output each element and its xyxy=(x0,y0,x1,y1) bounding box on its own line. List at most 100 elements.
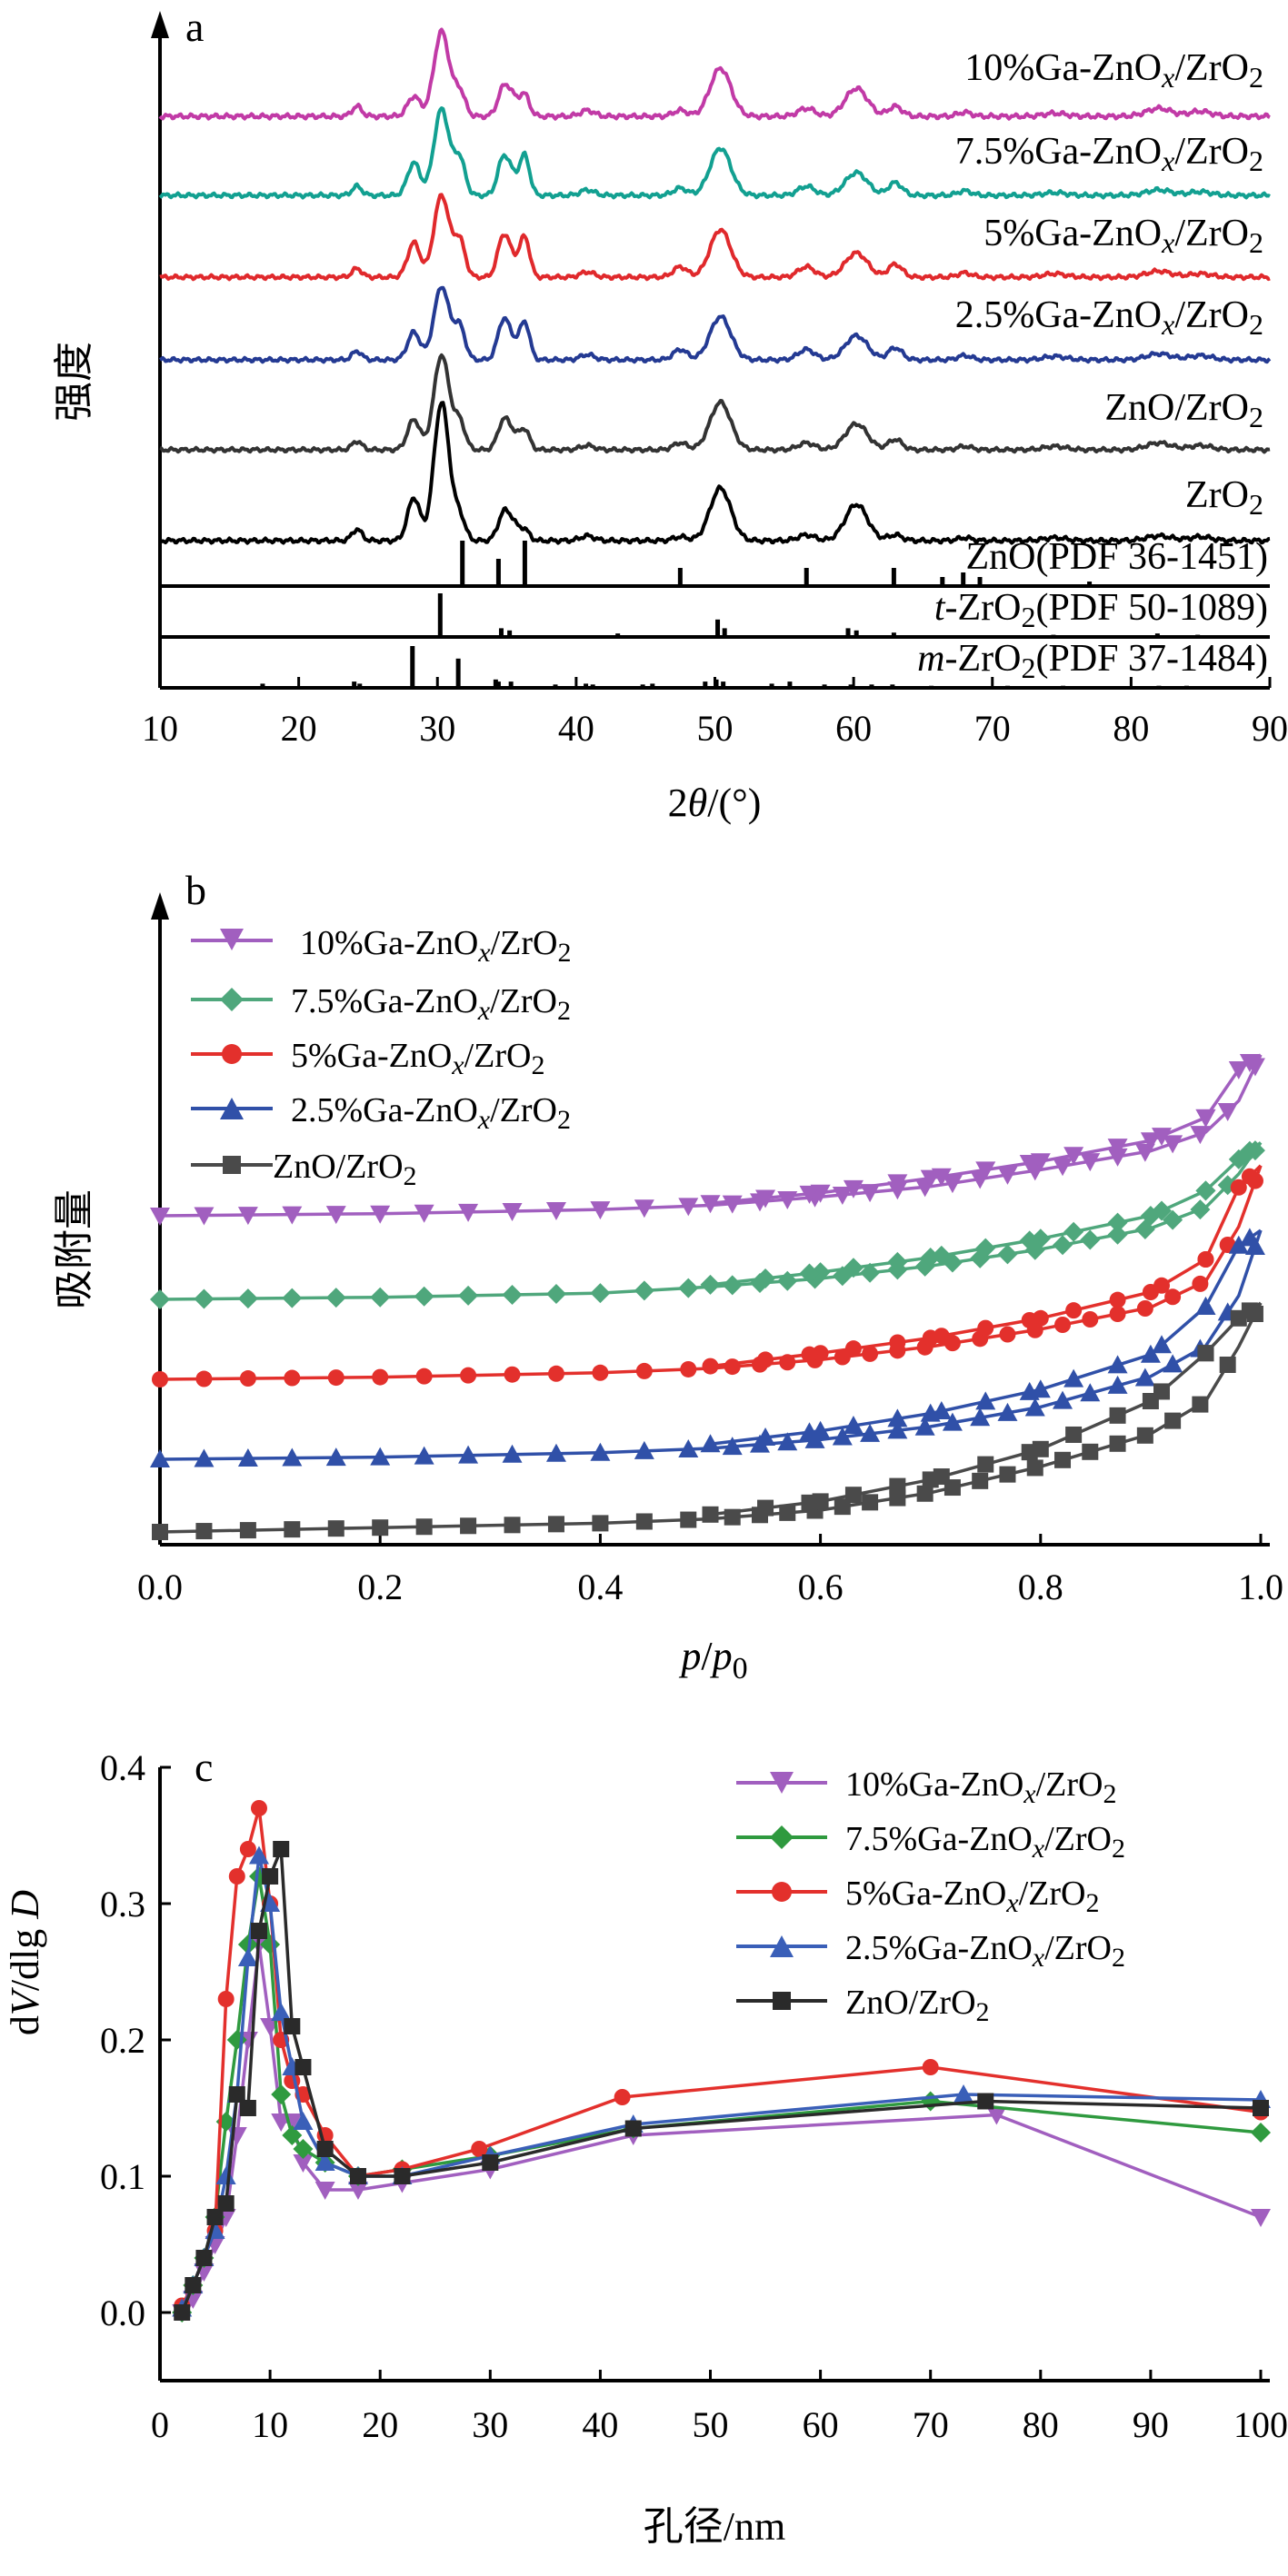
b-marker xyxy=(502,1202,523,1221)
b-marker xyxy=(372,1368,389,1386)
b-marker xyxy=(1021,1311,1038,1328)
b-legend-7p5ga: 7.5%Ga-ZnOx/ZrO2 xyxy=(191,982,571,1026)
b-marker xyxy=(777,1270,798,1291)
panel-b-isotherms: b 吸附量 p/p0 0.0 0.2 0.4 0.6 0.8 1.0 10%Ga-ZnOx… xyxy=(52,867,1283,1686)
b-marker xyxy=(999,1326,1016,1343)
c-xtick-label: 70 xyxy=(913,2404,949,2445)
b-marker xyxy=(834,1348,851,1366)
panel-c-label: c xyxy=(195,1744,213,1790)
c-marker xyxy=(284,2018,301,2034)
c-marker xyxy=(1253,2100,1269,2116)
b-marker xyxy=(195,1370,213,1387)
c-xtick-label: 60 xyxy=(803,2404,839,2445)
b-marker xyxy=(1192,1275,1209,1292)
b-marker xyxy=(977,1456,994,1473)
b-marker xyxy=(1109,1407,1126,1424)
b-marker xyxy=(832,1187,853,1205)
a-series-0 xyxy=(158,27,1271,121)
b-marker xyxy=(700,1195,721,1214)
b-marker xyxy=(680,1511,697,1528)
b-marker xyxy=(545,1202,566,1221)
b-marker xyxy=(975,1161,996,1180)
b-marker xyxy=(1063,1147,1084,1166)
panel-b-y-arrow xyxy=(151,892,169,920)
b-marker xyxy=(1163,1209,1183,1230)
c-marker xyxy=(920,2091,941,2112)
b-marker xyxy=(997,1402,1018,1421)
b-marker xyxy=(1163,1135,1183,1154)
c-marker xyxy=(349,2168,366,2184)
c-xtick-label: 0 xyxy=(151,2404,169,2445)
b-desorption-line xyxy=(710,1228,1262,1446)
b-marker xyxy=(1152,1200,1173,1221)
b-adsorption-line xyxy=(159,1302,1263,1534)
b-marker xyxy=(1136,1427,1153,1444)
c-marker xyxy=(471,2141,488,2157)
panel-b-ylabel: 吸附量 xyxy=(52,1189,96,1309)
b-marker xyxy=(1107,1375,1128,1394)
b-marker xyxy=(1195,1180,1216,1201)
b-series-3 xyxy=(150,1228,1265,1467)
b-marker xyxy=(1228,1061,1249,1079)
b-marker xyxy=(862,1494,879,1511)
b-marker xyxy=(460,1517,477,1535)
b-marker xyxy=(1053,1235,1073,1256)
c-xtick-label: 10 xyxy=(252,2404,288,2445)
c-ytick-label: 0.0 xyxy=(100,2293,145,2333)
c-xtick-label: 50 xyxy=(693,2404,729,2445)
a-label-5ga: 5%Ga-ZnOx/ZrO2 xyxy=(983,213,1263,259)
b-marker xyxy=(370,1287,391,1308)
b-marker xyxy=(779,1354,796,1371)
b-marker xyxy=(975,1391,996,1410)
c-legend-10ga: 10%Ga-ZnOx/ZrO2 xyxy=(736,1765,1116,1809)
b-marker xyxy=(799,1422,820,1441)
b-xtick-label: 1.0 xyxy=(1238,1566,1283,1607)
b-marker xyxy=(887,1174,908,1193)
c-xtick-label: 100 xyxy=(1233,2404,1288,2445)
b-marker xyxy=(325,1206,346,1225)
b-marker xyxy=(150,1449,170,1467)
panel-a-series xyxy=(158,27,1272,545)
b-marker xyxy=(1241,1168,1258,1185)
panel-a-series-labels: 10%Ga-ZnOx/ZrO2 7.5%Ga-ZnOx/ZrO2 5%Ga-Zn… xyxy=(917,47,1268,684)
b-marker xyxy=(777,1191,798,1210)
b-marker xyxy=(975,1238,996,1258)
b-marker xyxy=(1164,1288,1182,1306)
c-marker xyxy=(315,2153,335,2171)
panel-c-xlabel: 孔径/nm xyxy=(644,2504,785,2549)
b-marker xyxy=(414,1286,434,1307)
a-label-7p5ga: 7.5%Ga-ZnOx/ZrO2 xyxy=(955,131,1263,177)
b-marker xyxy=(590,1283,611,1304)
b-marker xyxy=(1107,1148,1128,1167)
b-marker xyxy=(282,1288,303,1308)
a-xtick-label: 30 xyxy=(419,708,455,749)
b-marker xyxy=(1082,1311,1099,1328)
panel-b-xlabel: p/p0 xyxy=(678,1634,747,1686)
c-marker xyxy=(185,2277,202,2293)
c-ytick-label: 0.3 xyxy=(100,1884,145,1925)
svg-text:2.5%Ga-ZnOx/ZrO2: 2.5%Ga-ZnOx/ZrO2 xyxy=(291,1091,571,1135)
c-marker xyxy=(624,2120,642,2137)
panel-b-x-ticks: 0.0 0.2 0.4 0.6 0.8 1.0 xyxy=(137,1534,1283,1607)
b-marker xyxy=(414,1204,434,1223)
b-marker xyxy=(942,1175,963,1194)
b-marker xyxy=(777,1432,798,1451)
b-marker xyxy=(755,1189,776,1208)
c-xtick-label: 80 xyxy=(1023,2404,1059,2445)
b-marker xyxy=(1195,1297,1216,1315)
b-marker xyxy=(195,1523,213,1540)
b-marker xyxy=(1217,1103,1238,1121)
a-xtick-label: 40 xyxy=(558,708,594,749)
b-marker xyxy=(592,1515,609,1532)
b-marker xyxy=(1080,1153,1101,1172)
c-marker xyxy=(614,2089,631,2105)
c-marker xyxy=(922,2059,939,2075)
a-xtick-label: 80 xyxy=(1113,708,1149,749)
b-marker xyxy=(545,1284,566,1305)
b-marker xyxy=(634,1280,654,1301)
c-line xyxy=(180,1943,1262,2314)
b-marker xyxy=(239,1522,256,1539)
a-xtick-label: 90 xyxy=(1252,708,1288,749)
c-marker xyxy=(239,2100,256,2116)
b-marker xyxy=(757,1499,774,1517)
